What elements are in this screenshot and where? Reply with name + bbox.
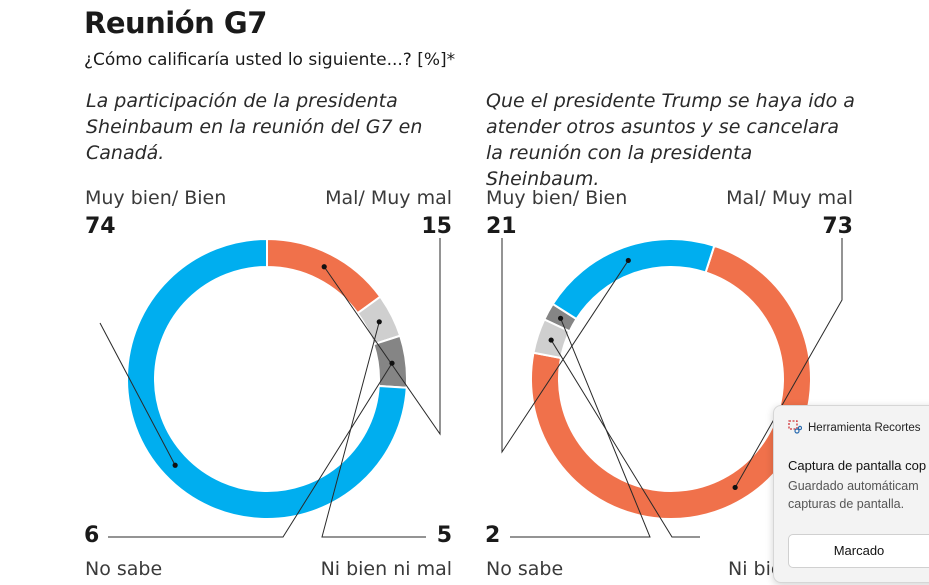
chart2-value-muy-bien: 21 — [486, 214, 517, 239]
chart2-label-no-sabe: No sabe — [486, 558, 564, 580]
chart2-label-ni-bien: Ni bie — [728, 558, 783, 580]
chart1-leader-dot-muy-bien — [172, 462, 178, 468]
chart2-leader-dot-ni-bien — [548, 337, 554, 343]
chart2-leader-mal — [734, 238, 843, 488]
notification-title: Captura de pantalla cop — [788, 458, 927, 473]
chart2-leader-dot-mal — [732, 484, 738, 491]
chart1-label-muy-bien: Muy bien/ Bien — [85, 187, 227, 209]
chart1-slice-muy-bien — [126, 237, 408, 520]
chart2-leader-no-sabe — [510, 318, 651, 538]
chart2-label-mal: Mal/ Muy mal — [726, 187, 853, 209]
chart1-leader-dot-ni-bien — [376, 319, 382, 325]
chart1-label-mal: Mal/ Muy mal — [325, 187, 452, 209]
chart2-label-muy-bien: Muy bien/ Bien — [486, 187, 628, 209]
marcado-button[interactable]: Marcado — [788, 534, 929, 568]
page-title: Reunión G7 — [84, 6, 267, 40]
chart2-value-no-sabe: 2 — [485, 523, 501, 548]
page-subtitle: ¿Cómo calificaría usted lo siguiente...?… — [84, 50, 456, 70]
chart1-leader-mal — [323, 238, 441, 436]
chart1-value-muy-bien: 74 — [85, 214, 116, 239]
chart1-leader-muy-bien — [99, 322, 176, 466]
notification-body-line2: capturas de pantalla. — [788, 497, 905, 511]
notification-header: Herramienta Recortes — [788, 420, 920, 434]
chart1-leader-ni-bien — [321, 321, 426, 538]
chart2-leader-muy-bien — [501, 238, 629, 454]
chart1-slice-mal — [266, 237, 382, 315]
chart1-label-ni-bien: Ni bien ni mal — [320, 558, 452, 580]
chart2-question: Que el presidente Trump se haya ido a at… — [486, 90, 855, 190]
chart2-leader-dot-no-sabe — [557, 315, 564, 321]
chart1-value-no-sabe: 6 — [84, 523, 100, 548]
chart1-question: La participación de la presidenta Sheinb… — [86, 90, 423, 164]
chart2-leader-ni-bien — [550, 339, 700, 538]
chart2-value-mal: 73 — [822, 214, 853, 239]
notification-body: Guardado automáticam capturas de pantall… — [788, 477, 919, 513]
chart1-leader-no-sabe — [108, 362, 393, 538]
chart2-leader-dot-muy-bien — [625, 257, 631, 264]
notification-app-name: Herramienta Recortes — [808, 422, 921, 434]
donut-chart-1 — [99, 237, 441, 538]
chart1-label-no-sabe: No sabe — [85, 558, 163, 580]
notification-body-line1: Guardado automáticam — [788, 479, 919, 493]
snipping-tool-icon — [788, 420, 802, 434]
chart1-value-mal: 15 — [421, 214, 452, 239]
chart1-value-ni-bien: 5 — [436, 523, 452, 548]
chart2-slice-muy-bien — [551, 238, 716, 321]
chart1-leader-dot-no-sabe — [389, 360, 395, 366]
snipping-tool-notification[interactable]: Herramienta Recortes Captura de pantalla… — [773, 405, 929, 583]
chart1-leader-dot-mal — [321, 264, 327, 270]
